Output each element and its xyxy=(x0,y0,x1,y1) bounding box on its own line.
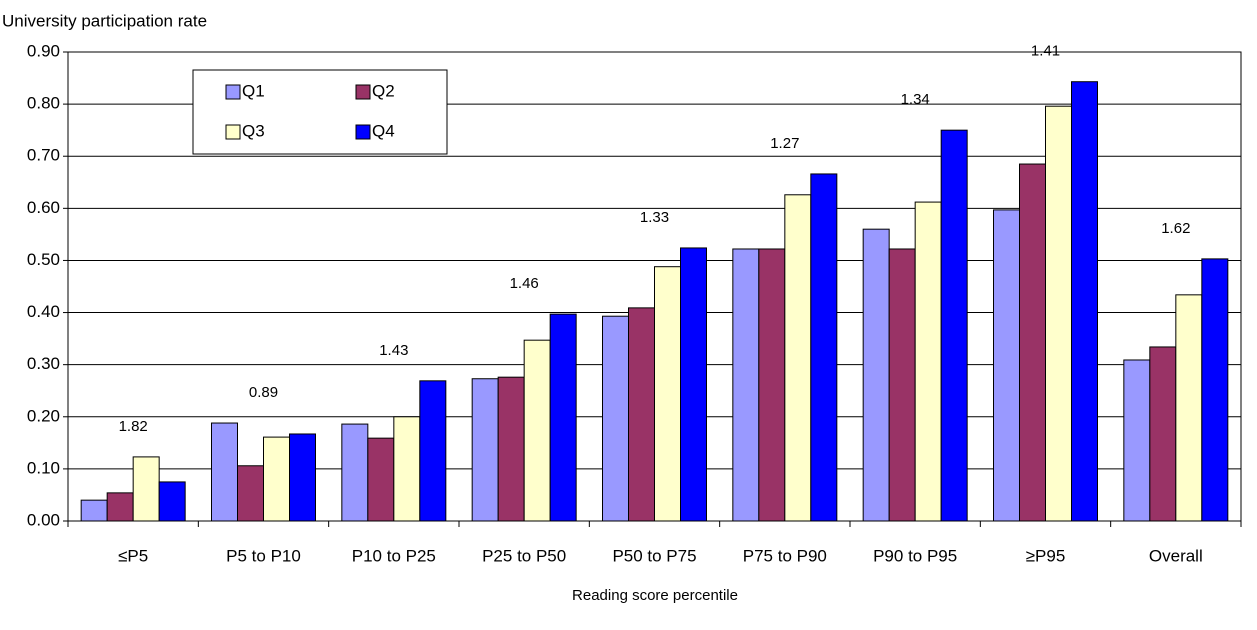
legend-swatch xyxy=(355,84,371,100)
bar xyxy=(784,194,812,522)
x-tick-label: P5 to P10 xyxy=(226,546,301,565)
x-tick-label: P75 to P90 xyxy=(743,546,827,565)
ratio-label: 1.43 xyxy=(379,342,408,359)
bar xyxy=(914,201,942,522)
x-tick-label: Overall xyxy=(1149,546,1203,565)
bar xyxy=(523,339,551,522)
ratio-label: 0.89 xyxy=(249,384,278,401)
ratio-label: 1.82 xyxy=(119,418,148,435)
legend-swatch xyxy=(225,84,241,100)
bar xyxy=(1149,346,1177,522)
bar xyxy=(1045,105,1072,522)
legend-label: Q4 xyxy=(372,121,395,140)
legend-swatch xyxy=(355,124,371,140)
bar xyxy=(888,248,916,522)
bar xyxy=(602,315,629,522)
y-tick-label: 0.90 xyxy=(27,41,60,60)
x-tick-label: P50 to P75 xyxy=(612,546,696,565)
legend-swatch xyxy=(225,124,241,140)
bar xyxy=(1071,81,1098,522)
y-tick-label: 0.60 xyxy=(27,198,60,217)
ratio-label: 1.46 xyxy=(510,275,539,292)
x-tick-label: ≤P5 xyxy=(118,546,148,565)
bar xyxy=(810,173,838,522)
bar xyxy=(549,313,577,522)
bar xyxy=(628,307,655,522)
bar xyxy=(654,266,681,522)
y-tick-label: 0.50 xyxy=(27,250,60,269)
ratio-label: 1.33 xyxy=(640,209,669,226)
bar xyxy=(263,436,290,522)
bar xyxy=(497,376,525,522)
bar xyxy=(419,380,447,522)
bar xyxy=(758,248,786,522)
chart-title: University participation rate xyxy=(2,11,207,30)
legend-label: Q3 xyxy=(242,121,265,140)
bar xyxy=(367,437,395,522)
y-tick-label: 0.70 xyxy=(27,146,60,165)
bar xyxy=(393,416,421,522)
x-tick-label: ≥P95 xyxy=(1026,546,1066,565)
y-tick-label: 0.80 xyxy=(27,94,60,113)
bar xyxy=(732,248,760,522)
bar xyxy=(106,492,134,522)
ratio-label: 1.27 xyxy=(770,135,799,152)
ratio-label: 1.62 xyxy=(1161,220,1190,237)
bar xyxy=(471,378,499,522)
bar xyxy=(993,209,1020,522)
y-tick-label: 0.10 xyxy=(27,458,60,477)
bar xyxy=(1201,258,1229,522)
bar xyxy=(132,456,160,522)
x-axis-label: Reading score percentile xyxy=(572,587,738,604)
bar xyxy=(211,422,238,522)
bar xyxy=(80,499,108,522)
ratio-label: 1.41 xyxy=(1031,43,1060,60)
legend-label: Q2 xyxy=(372,81,395,100)
ratio-label: 1.34 xyxy=(901,91,930,108)
y-tick-label: 0.40 xyxy=(27,302,60,321)
bar xyxy=(158,481,186,522)
y-tick-label: 0.20 xyxy=(27,406,60,425)
bar xyxy=(1019,163,1046,522)
bar xyxy=(862,228,890,522)
legend-box xyxy=(192,69,448,155)
bar xyxy=(1175,294,1203,522)
bar xyxy=(289,433,316,522)
bar xyxy=(680,247,707,522)
bar xyxy=(1123,359,1151,522)
x-tick-label: P10 to P25 xyxy=(352,546,436,565)
x-tick-label: P90 to P95 xyxy=(873,546,957,565)
bar xyxy=(940,129,968,522)
bar xyxy=(341,423,369,522)
x-tick-label: P25 to P50 xyxy=(482,546,566,565)
bar xyxy=(237,465,264,522)
y-tick-label: 0.30 xyxy=(27,354,60,373)
legend-label: Q1 xyxy=(242,81,265,100)
y-tick-label: 0.00 xyxy=(27,510,60,529)
